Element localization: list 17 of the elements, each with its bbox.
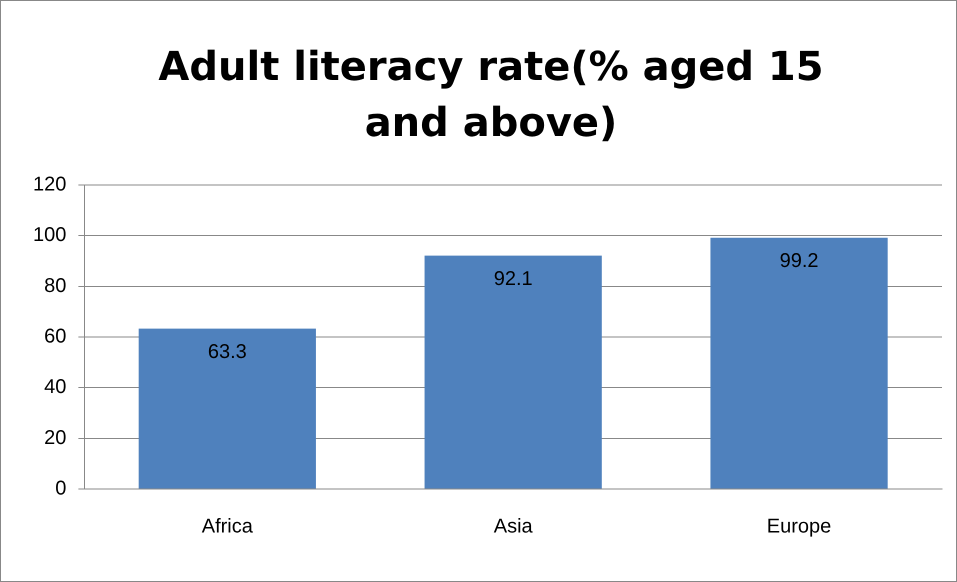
- data-label: 92.1: [494, 268, 533, 290]
- x-tick-label: Asia: [494, 516, 534, 538]
- x-tick-label: Europe: [766, 516, 832, 538]
- y-tick-label: 100: [32, 224, 66, 246]
- y-tick-label: 20: [44, 426, 66, 449]
- y-tick-label: 80: [44, 274, 66, 297]
- bar: [138, 328, 316, 488]
- x-tick-label: Africa: [202, 516, 254, 538]
- y-tick-label: 60: [44, 326, 66, 348]
- data-label: 63.3: [208, 341, 247, 364]
- bar: [424, 256, 602, 488]
- y-tick-label: 0: [55, 478, 66, 500]
- chart-title: Adult literacy rate(% aged 15 and above): [157, 43, 825, 148]
- bar: [710, 238, 888, 488]
- y-tick-label: 40: [44, 376, 66, 398]
- y-tick-label: 120: [32, 174, 66, 196]
- data-label: 99.2: [780, 250, 819, 272]
